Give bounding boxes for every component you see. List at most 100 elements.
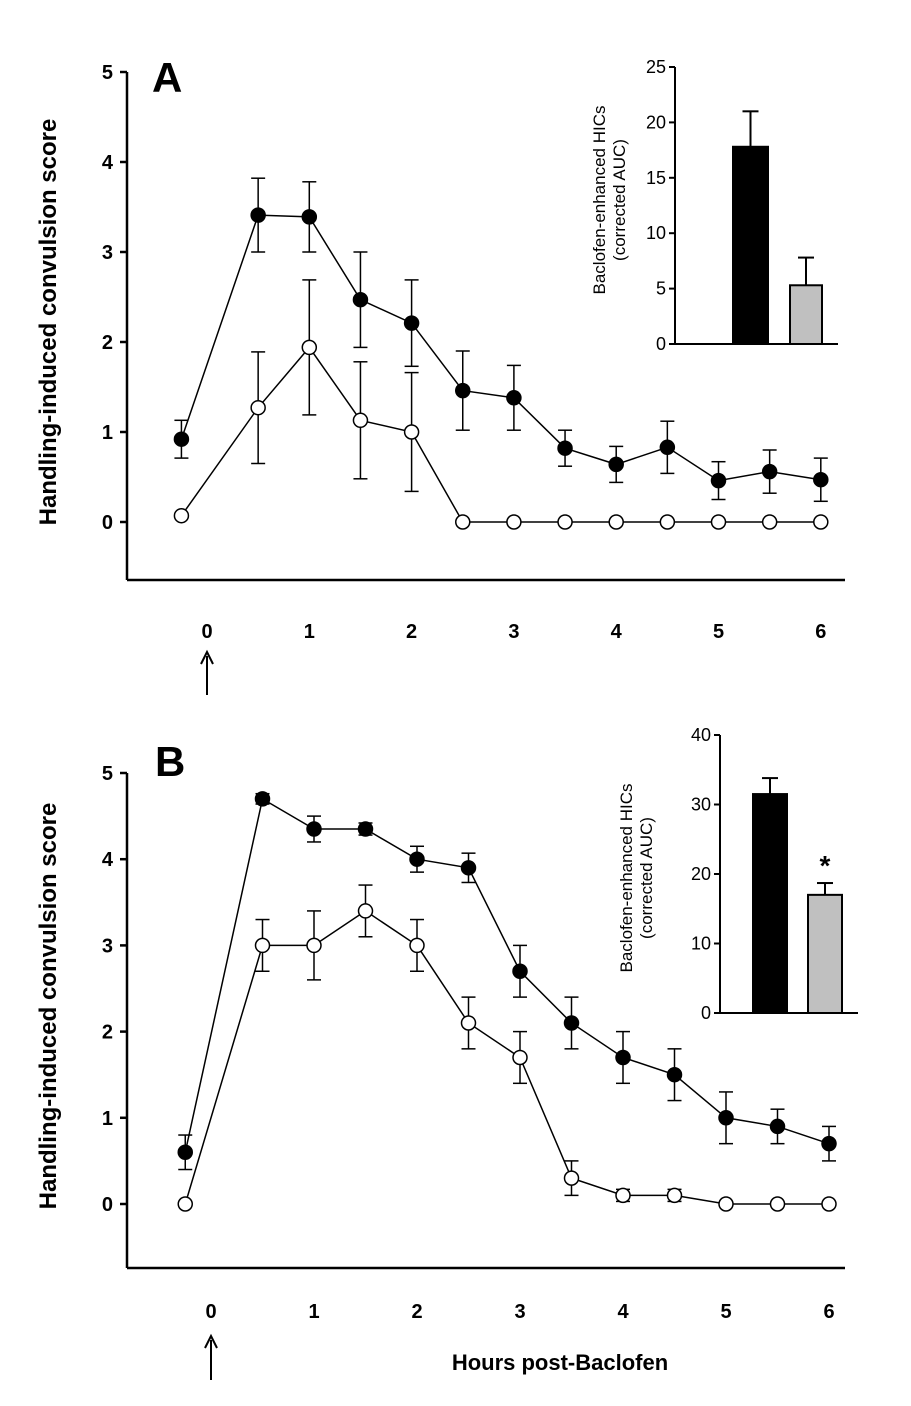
- data-point-filled-b: [821, 1135, 837, 1152]
- injection-arrowhead-a: [200, 649, 214, 665]
- data-point-open-b: [615, 1187, 631, 1204]
- data-point-filled-b: [615, 1049, 631, 1066]
- data-point-open-a: [813, 514, 829, 530]
- x-tick-label-b: 1: [308, 1301, 319, 1323]
- y-tick-label-b: 3: [102, 935, 113, 957]
- y-tick-label-b: 4: [102, 849, 114, 871]
- y-tick-label-b: 0: [102, 1194, 113, 1216]
- data-point-open-a: [557, 514, 573, 530]
- data-point-filled-a: [710, 472, 727, 489]
- data-point-filled-b: [409, 851, 425, 867]
- x-tick-label-b: 5: [720, 1301, 731, 1323]
- data-point-open-a: [403, 424, 420, 440]
- inset-y-tick-label-b: 20: [691, 864, 711, 884]
- data-point-open-b: [769, 1196, 786, 1212]
- data-point-open-a: [250, 399, 266, 416]
- panel-label-a: A: [152, 54, 182, 101]
- data-point-open-b: [460, 1015, 477, 1031]
- data-point-filled-b: [357, 821, 374, 837]
- inset-bar-open-a: [789, 284, 823, 345]
- inset-bar-open-b: [807, 893, 843, 1014]
- x-tick-label-a: 4: [611, 621, 623, 643]
- significance-marker-b: *: [820, 850, 831, 881]
- data-point-filled-a: [352, 291, 369, 308]
- x-tick-label-a: 1: [304, 621, 315, 643]
- y-tick-label-a: 0: [102, 512, 113, 534]
- data-point-filled-a: [761, 463, 778, 480]
- data-point-filled-a: [813, 471, 829, 488]
- data-point-filled-b: [666, 1066, 683, 1083]
- series-line-filled-b: [184, 797, 830, 1153]
- data-point-filled-a: [250, 207, 266, 223]
- data-point-open-b: [718, 1196, 734, 1212]
- inset-b-ylabel-1: Baclofen-enhanced HICs: [617, 783, 636, 972]
- x-tick-label-b: 0: [205, 1301, 216, 1323]
- data-point-open-a: [761, 514, 778, 530]
- data-point-filled-b: [512, 963, 528, 980]
- data-point-open-b: [512, 1049, 528, 1066]
- y-tick-label-a: 3: [102, 242, 113, 264]
- data-point-open-b: [666, 1187, 683, 1204]
- data-point-filled-a: [455, 382, 471, 399]
- data-point-filled-a: [506, 390, 522, 406]
- x-tick-label-b: 3: [514, 1301, 525, 1323]
- data-point-open-b: [254, 937, 271, 954]
- data-point-open-a: [352, 412, 369, 429]
- data-point-filled-b: [254, 791, 271, 807]
- data-point-open-b: [821, 1196, 837, 1212]
- y-tick-label-a: 1: [102, 422, 113, 444]
- x-tick-label-a: 2: [406, 621, 417, 643]
- data-point-open-a: [506, 514, 522, 530]
- data-point-filled-b: [563, 1015, 580, 1031]
- data-point-filled-a: [173, 431, 190, 447]
- data-point-filled-a: [557, 440, 573, 456]
- inset-y-tick-label-a: 10: [646, 223, 666, 243]
- inset-y-tick-label-b: 40: [691, 725, 711, 745]
- y-tick-label-a: 4: [102, 152, 114, 174]
- inset-y-tick-label-a: 15: [646, 168, 666, 188]
- injection-arrowhead-b: [204, 1333, 218, 1349]
- data-point-open-a: [710, 514, 727, 530]
- panel-label-b: B: [155, 738, 185, 785]
- data-point-open-a: [608, 514, 624, 530]
- data-point-open-b: [357, 903, 374, 919]
- inset-a-ylabel-1: Baclofen-enhanced HICs: [590, 105, 609, 294]
- data-point-filled-b: [460, 860, 477, 876]
- data-point-open-a: [659, 514, 676, 530]
- data-point-open-b: [306, 937, 322, 954]
- data-point-open-a: [301, 339, 318, 356]
- y-tick-label-a: 5: [102, 62, 113, 84]
- data-point-open-b: [409, 937, 425, 954]
- data-point-filled-a: [301, 209, 318, 225]
- data-point-filled-b: [769, 1118, 786, 1135]
- data-point-open-a: [455, 514, 471, 530]
- y-tick-label-a: 2: [102, 332, 113, 354]
- y-tick-label-b: 5: [102, 763, 113, 785]
- x-tick-label-a: 0: [201, 621, 212, 643]
- x-tick-label-b: 4: [617, 1301, 629, 1323]
- x-tick-label-a: 3: [508, 621, 519, 643]
- data-point-open-b: [177, 1196, 193, 1212]
- inset-bar-filled-a: [732, 145, 769, 345]
- data-point-filled-a: [403, 315, 420, 331]
- data-point-filled-b: [177, 1144, 193, 1161]
- data-point-filled-b: [718, 1110, 734, 1126]
- inset-b-ylabel-2: (corrected AUC): [637, 817, 656, 939]
- inset-y-tick-label-a: 25: [646, 57, 666, 77]
- inset-a-ylabel-2: (corrected AUC): [610, 139, 629, 261]
- data-point-open-b: [563, 1170, 580, 1186]
- data-point-filled-a: [659, 439, 676, 456]
- y-tick-label-b: 2: [102, 1022, 113, 1044]
- series-line-open-b: [184, 910, 829, 1205]
- series-line-filled-a: [180, 214, 821, 482]
- data-point-filled-b: [306, 821, 322, 837]
- y-axis-label-b: Handling-induced convulsion score: [35, 803, 62, 1210]
- data-point-open-a: [173, 507, 190, 524]
- inset-y-tick-label-a: 5: [656, 279, 666, 299]
- x-axis-label-b: Hours post-Baclofen: [452, 1350, 668, 1375]
- inset-y-tick-label-a: 0: [656, 334, 666, 354]
- y-tick-label-b: 1: [102, 1108, 113, 1130]
- inset-y-tick-label-a: 20: [646, 112, 666, 132]
- inset-y-tick-label-b: 30: [691, 795, 711, 815]
